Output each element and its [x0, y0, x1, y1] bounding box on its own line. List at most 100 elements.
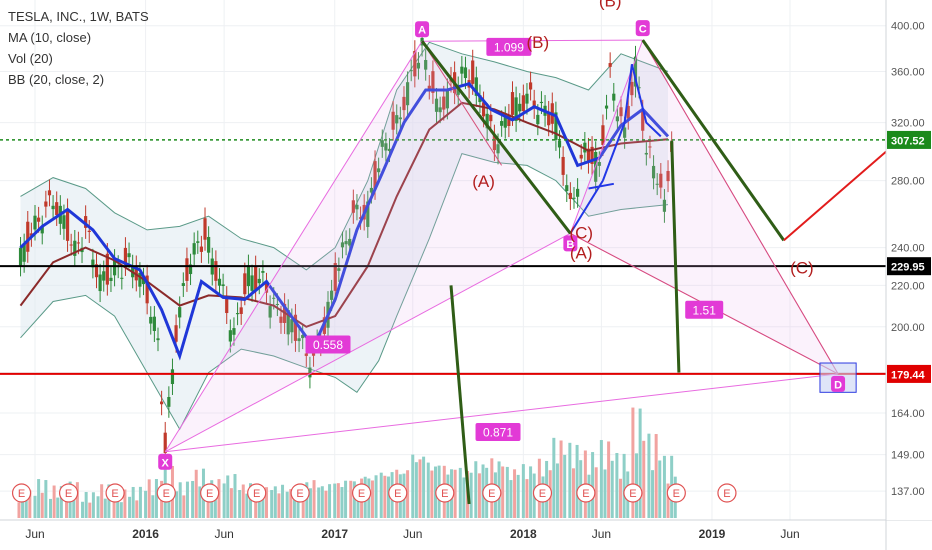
- earnings-marker[interactable]: [717, 483, 737, 503]
- indicator-bb[interactable]: BB (20, close, 2): [8, 72, 105, 87]
- earnings-marker[interactable]: [532, 483, 553, 503]
- candle-body: [409, 70, 413, 72]
- indicator-ma[interactable]: MA (10, close): [8, 30, 92, 45]
- volume-bar: [238, 490, 242, 518]
- candle-body: [69, 244, 73, 246]
- candle-body: [503, 117, 507, 128]
- earnings-marker[interactable]: [623, 483, 643, 503]
- volume-bar: [107, 484, 111, 518]
- candle-body: [637, 87, 641, 89]
- earnings-marker[interactable]: [200, 483, 220, 503]
- earnings-marker[interactable]: [435, 483, 455, 503]
- volume-bar: [277, 493, 281, 518]
- candle-body: [214, 261, 218, 281]
- volume-bar: [516, 474, 520, 518]
- earnings-marker[interactable]: [247, 483, 267, 503]
- ratio-label-box: [685, 300, 724, 319]
- volume-bar: [599, 440, 603, 518]
- earnings-marker[interactable]: [482, 483, 502, 503]
- candle-body: [29, 233, 33, 236]
- volume-bar: [305, 482, 309, 518]
- earnings-marker[interactable]: [58, 483, 79, 503]
- ratio-label-box: [305, 335, 351, 354]
- volume-bar: [128, 496, 132, 518]
- volume-bar: [312, 480, 316, 518]
- volume-bar: [112, 499, 116, 518]
- earnings-marker-label: E: [673, 488, 680, 500]
- candle-body: [203, 218, 207, 240]
- volume-bar: [349, 480, 353, 518]
- candle-body: [178, 307, 182, 318]
- volume-bar: [147, 479, 151, 518]
- candle-body: [474, 77, 478, 96]
- earnings-marker-label: E: [488, 488, 495, 500]
- x-tick-label: 2018: [510, 527, 537, 541]
- candle-body: [565, 185, 569, 191]
- candle-body: [243, 273, 247, 295]
- candle-body: [380, 140, 384, 147]
- volume-bar: [24, 498, 28, 518]
- bollinger-band-fill: [20, 42, 668, 430]
- volume-bar: [185, 481, 189, 518]
- harmonic-point-label: A: [418, 25, 426, 37]
- volume-bar: [525, 479, 529, 518]
- candle-body: [500, 121, 504, 126]
- earnings-marker[interactable]: [666, 483, 686, 503]
- candle-body: [485, 113, 489, 129]
- earnings-marker[interactable]: [11, 483, 32, 503]
- ratio-label: 0.871: [483, 425, 513, 439]
- harmonic-point-label: B: [566, 239, 574, 251]
- y-tick-label: 220.00: [891, 280, 925, 292]
- candle-body: [185, 258, 189, 281]
- volume-bar: [336, 483, 340, 518]
- candle-body: [167, 397, 171, 407]
- candle-body: [217, 278, 222, 286]
- candle-body: [18, 247, 23, 266]
- candle-body: [225, 296, 229, 314]
- candle-body: [604, 105, 609, 109]
- symbol-title[interactable]: TESLA, INC., 1W, BATS: [8, 9, 149, 24]
- earnings-marker[interactable]: [351, 483, 372, 503]
- earnings-marker-label: E: [18, 488, 25, 500]
- earnings-marker-label: E: [253, 488, 260, 500]
- candle-body: [94, 264, 99, 278]
- earnings-marker[interactable]: [290, 483, 310, 503]
- earnings-marker[interactable]: [576, 483, 596, 503]
- volume-bar: [135, 500, 139, 518]
- volume-bar: [426, 462, 430, 518]
- bollinger-lower-line: [20, 152, 669, 431]
- pink-trend-line: [642, 39, 839, 375]
- harmonic-leg-line: [165, 373, 839, 453]
- earnings-marker[interactable]: [388, 483, 408, 503]
- candle-body: [51, 205, 55, 210]
- candle-body: [572, 197, 576, 199]
- indicator-vol[interactable]: Vol (20): [8, 51, 53, 66]
- candle-body: [348, 238, 352, 246]
- candle-body: [521, 95, 525, 112]
- candle-body: [496, 144, 500, 154]
- harmonic-point-label: C: [639, 24, 647, 36]
- earnings-marker-label: E: [206, 488, 213, 500]
- candle-body: [207, 236, 211, 253]
- price-level-badge: [887, 364, 931, 383]
- candle-body: [366, 201, 370, 227]
- earnings-marker[interactable]: [105, 483, 125, 503]
- volume-bar: [477, 473, 481, 518]
- candle-body: [630, 81, 634, 96]
- volume-bar: [226, 475, 230, 518]
- candle-body: [257, 278, 261, 284]
- volume-bar: [28, 490, 32, 518]
- pink-trend-line: [421, 40, 503, 166]
- candle-body: [160, 401, 164, 405]
- candle-body: [568, 192, 572, 200]
- volume-bar: [430, 470, 434, 518]
- candle-body: [471, 60, 475, 84]
- candle-body: [427, 85, 431, 89]
- volume-bar: [44, 480, 48, 518]
- wave-label: (C): [569, 224, 593, 243]
- volume-bar: [229, 488, 233, 518]
- volume-bar: [37, 479, 41, 518]
- earnings-marker[interactable]: [156, 483, 176, 503]
